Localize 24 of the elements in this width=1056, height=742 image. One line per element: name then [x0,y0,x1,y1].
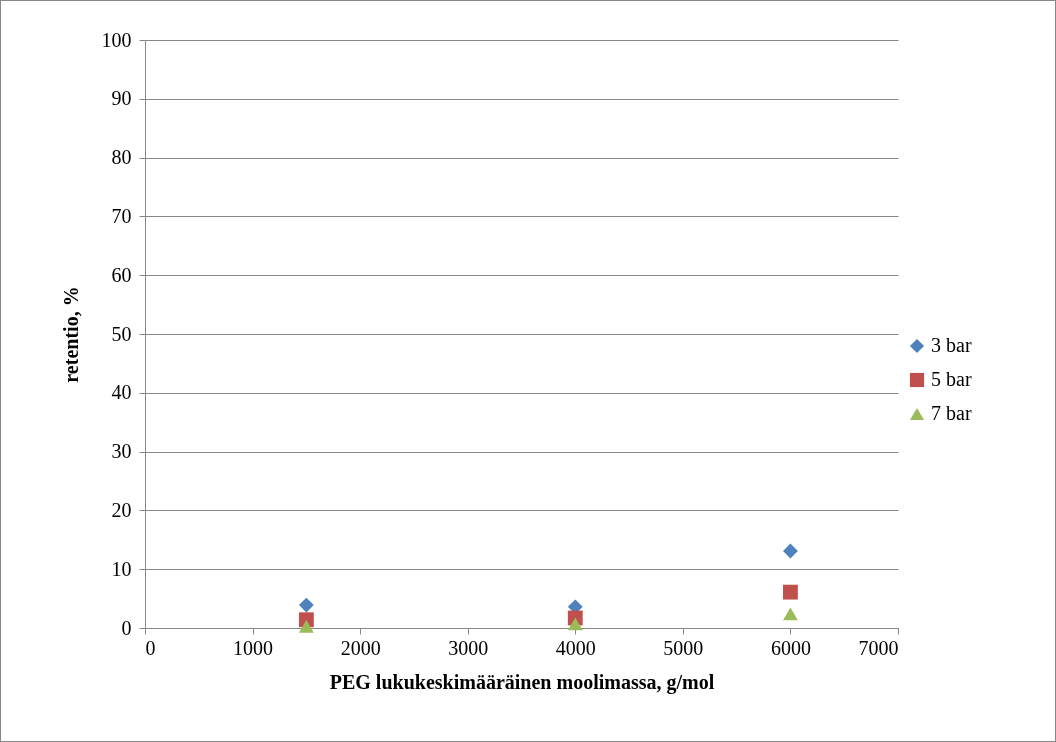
legend-label: 5 bar [931,368,972,390]
x-tick-label: 3000 [448,636,489,659]
y-tick-label: 30 [111,440,132,463]
y-tick-label: 50 [111,322,132,345]
y-tick-label: 0 [121,616,132,639]
x-axis-title: PEG lukukeskimääräinen moolimassa, g/mol [329,670,715,694]
y-axis-title: retentio, % [59,286,82,383]
y-tick-label: 20 [111,498,132,521]
y-tick-label: 60 [111,263,132,286]
x-tick-label: 2000 [340,636,381,659]
y-tick-label: 70 [111,204,132,227]
x-tick-label: 6000 [770,636,811,659]
legend-label: 3 bar [931,334,972,356]
y-tick-label: 90 [111,87,132,110]
y-tick-label: 80 [111,146,132,169]
x-tick-label: 7000 [858,636,899,659]
legend-label: 7 bar [931,402,972,424]
x-tick-label: 5000 [663,636,704,659]
y-tick-label: 40 [111,381,132,404]
y-tick-label: 100 [101,28,132,51]
y-tick-label: 10 [111,557,132,580]
x-tick-label: 4000 [555,636,596,659]
x-tick-label: 0 [145,636,156,659]
x-tick-label: 1000 [233,636,274,659]
